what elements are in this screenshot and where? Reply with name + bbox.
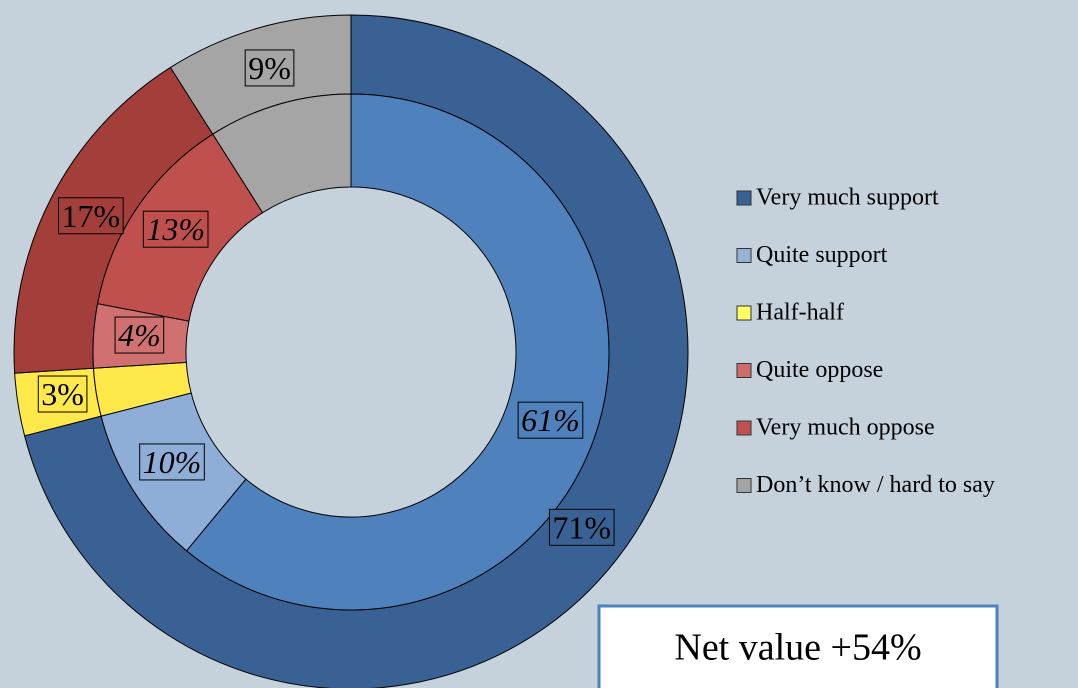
data-label-box [142,210,209,248]
legend-label: Half-half [756,300,844,326]
legend-label: Quite support [756,242,888,268]
legend-swatch [736,248,752,263]
data-label: 4% [118,317,161,353]
data-label-box [114,316,165,354]
data-label-box [517,401,584,439]
data-label: 13% [146,211,205,247]
donut-segment [185,93,610,611]
legend-swatch [736,305,752,321]
legend-swatch [736,420,752,436]
donut-segment [212,93,352,214]
annotation: Net value +54% [674,627,921,669]
legend-swatch [736,478,752,493]
legend-label: Don’t know / hard to say [756,472,995,498]
data-label: 3% [41,376,84,412]
legend-label: Very much oppose [756,415,935,441]
data-label-box [139,443,205,481]
data-label: 17% [61,198,120,234]
legend-label: Very much support [756,185,939,211]
legend-swatch [736,363,752,378]
data-label-box [37,375,88,413]
legend-swatch [736,190,752,206]
data-label-box [244,49,295,87]
legend-label: Quite oppose [756,357,883,383]
data-label: 61% [521,402,580,438]
data-label: 71% [552,509,611,545]
data-label: 10% [143,444,202,480]
data-label-box [548,508,615,546]
data-label-box [57,197,124,235]
annotation-box [597,604,999,688]
data-label: 9% [248,50,291,86]
